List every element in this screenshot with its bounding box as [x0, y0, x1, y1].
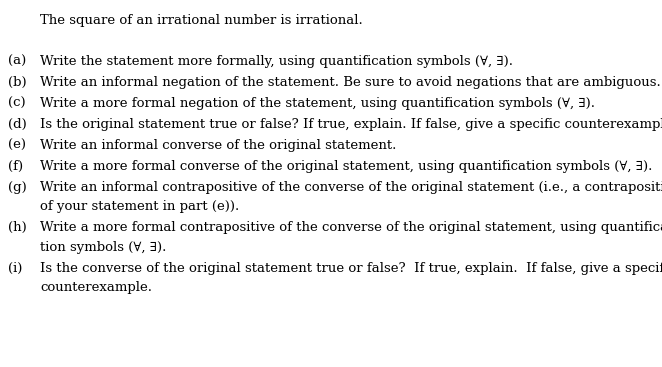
- Text: Write the statement more formally, using quantification symbols (∀, ∃).: Write the statement more formally, using…: [40, 55, 513, 68]
- Text: tion symbols (∀, ∃).: tion symbols (∀, ∃).: [40, 241, 166, 254]
- Text: Is the converse of the original statement true or false?  If true, explain.  If : Is the converse of the original statemen…: [40, 262, 662, 275]
- Text: The square of an irrational number is irrational.: The square of an irrational number is ir…: [40, 14, 363, 27]
- Text: Write an informal negation of the statement. Be sure to avoid negations that are: Write an informal negation of the statem…: [40, 76, 661, 89]
- Text: Write a more formal negation of the statement, using quantification symbols (∀, : Write a more formal negation of the stat…: [40, 97, 595, 110]
- Text: (a): (a): [8, 55, 26, 68]
- Text: Write an informal contrapositive of the converse of the original statement (i.e.: Write an informal contrapositive of the …: [40, 181, 662, 194]
- Text: of your statement in part (e)).: of your statement in part (e)).: [40, 200, 239, 214]
- Text: (g): (g): [8, 181, 26, 194]
- Text: Write an informal converse of the original statement.: Write an informal converse of the origin…: [40, 139, 397, 152]
- Text: (e): (e): [8, 139, 26, 152]
- Text: Write a more formal contrapositive of the converse of the original statement, us: Write a more formal contrapositive of th…: [40, 221, 662, 235]
- Text: (f): (f): [8, 160, 23, 173]
- Text: (b): (b): [8, 76, 26, 89]
- Text: Write a more formal converse of the original statement, using quantification sym: Write a more formal converse of the orig…: [40, 160, 652, 173]
- Text: counterexample.: counterexample.: [40, 281, 152, 294]
- Text: (h): (h): [8, 221, 26, 235]
- Text: (d): (d): [8, 118, 26, 131]
- Text: Is the original statement true or false? If true, explain. If false, give a spec: Is the original statement true or false?…: [40, 118, 662, 131]
- Text: (c): (c): [8, 97, 26, 110]
- Text: (i): (i): [8, 262, 23, 275]
